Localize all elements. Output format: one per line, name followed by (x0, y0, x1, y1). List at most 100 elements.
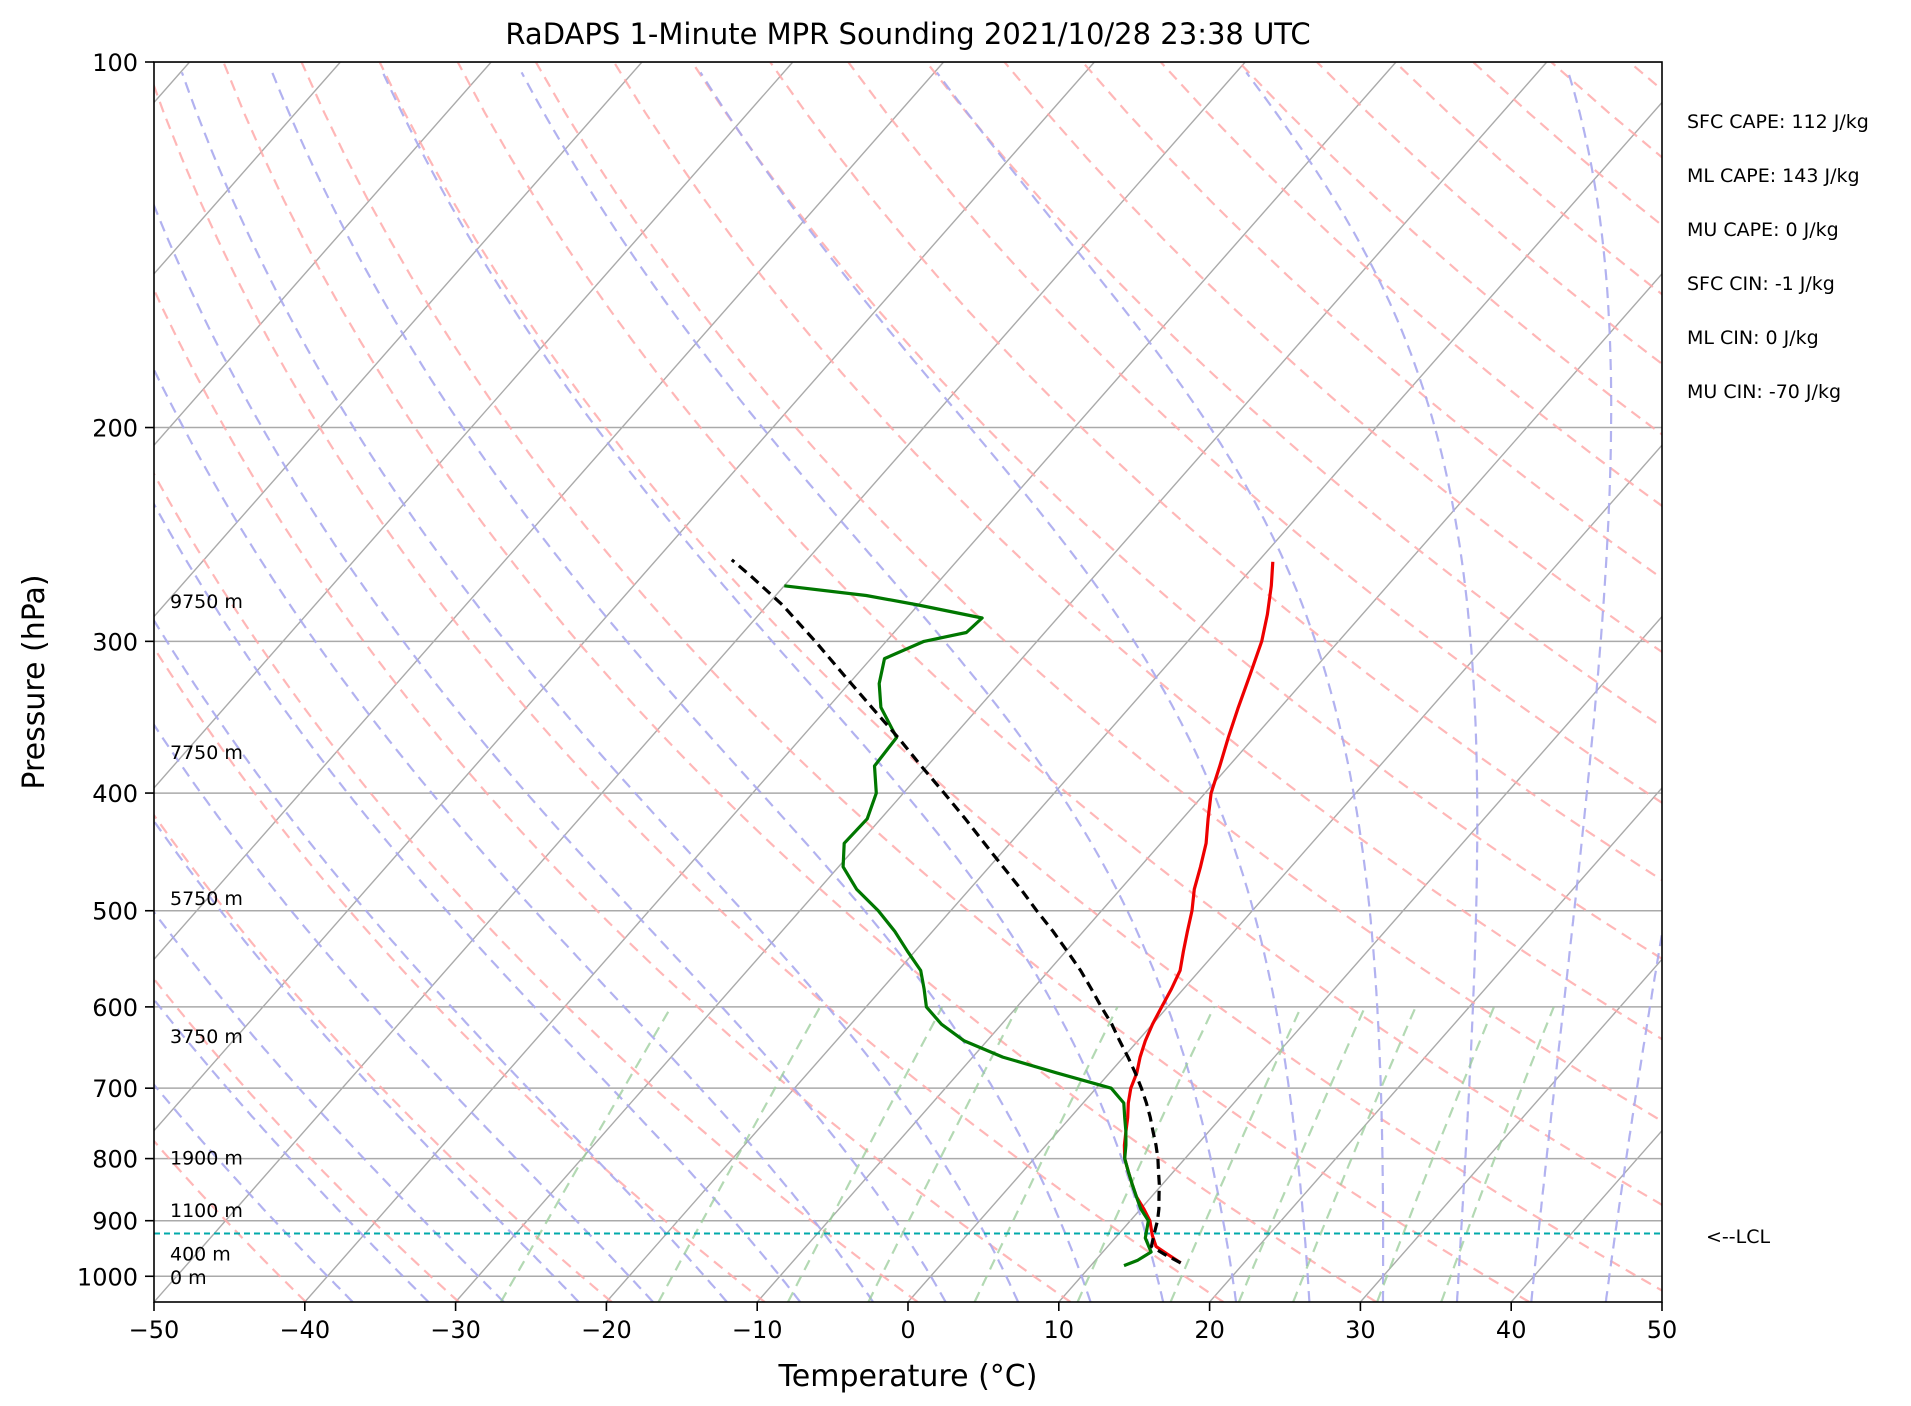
mixing-ratio-line (867, 1006, 1019, 1302)
x-tick-label: 50 (1647, 1316, 1678, 1344)
dry-adiabat-line (154, 471, 919, 1302)
isotherm-line (154, 62, 794, 789)
mixing-ratio-line (1376, 1006, 1496, 1302)
mixing-ratio-line (1237, 1006, 1367, 1302)
y-tick-label: 400 (92, 780, 138, 808)
x-axis-label: Temperature (°C) (778, 1359, 1038, 1394)
stat-line: ML CIN: 0 J/kg (1687, 327, 1819, 349)
height-label: 5750 m (170, 888, 243, 910)
y-tick-label: 500 (92, 898, 138, 926)
mixing-ratio-line (1169, 1006, 1303, 1302)
dry-adiabat-line (154, 82, 1225, 1302)
x-tick-label: 20 (1194, 1316, 1225, 1344)
x-tick-label: −30 (430, 1316, 481, 1344)
lcl-label: <--LCL (1706, 1226, 1770, 1248)
mixing-ratio-line (657, 1006, 822, 1302)
y-tick-label: 700 (92, 1075, 138, 1103)
moist-adiabat-line (1530, 72, 1613, 1302)
isotherm-line (154, 62, 492, 447)
moist-adiabat-line (154, 501, 802, 1302)
chart-title: RaDAPS 1-Minute MPR Sounding 2021/10/28 … (505, 17, 1310, 51)
stat-line: ML CAPE: 143 J/kg (1687, 165, 1860, 187)
height-label: 7750 m (170, 742, 243, 764)
isotherm-line (605, 101, 1662, 1302)
dry-adiabat-line (769, 62, 1662, 882)
isotherm-line (154, 62, 1246, 1302)
x-tick-label: −20 (581, 1316, 632, 1344)
y-tick-label: 600 (92, 994, 138, 1022)
isotherm-line (907, 444, 1662, 1302)
height-label: 3750 m (170, 1026, 243, 1048)
isotherm-line (455, 62, 1548, 1302)
mixing-ratio-line (1292, 1006, 1417, 1302)
isotherm-line (154, 62, 945, 961)
mixing-ratio-line (973, 1006, 1119, 1302)
height-label: 1900 m (170, 1147, 243, 1169)
mixing-ratio-line (787, 1006, 944, 1302)
isotherm-line (1058, 615, 1662, 1302)
moist-adiabat-line (699, 71, 1311, 1302)
moist-adiabat-line (154, 819, 580, 1302)
dry-adiabat-line (378, 62, 1662, 1292)
height-label: 9750 m (170, 591, 243, 613)
parcel-line (730, 558, 1182, 1265)
plot-area (154, 62, 1662, 1302)
x-tick-label: −50 (129, 1316, 180, 1344)
isotherm-line (756, 272, 1662, 1302)
height-labels: 9750 m 7750 m 5750 m 3750 m 1900 m 1100 m 400 … (170, 591, 243, 1289)
y-tick-label: 900 (92, 1208, 138, 1236)
moist-adiabat-line (154, 202, 947, 1302)
dry-adiabat-line (154, 813, 613, 1302)
moist-adiabat-line (520, 71, 1238, 1302)
y-tick-label: 800 (92, 1146, 138, 1174)
dry-adiabat-line (154, 645, 766, 1302)
sounding-series (730, 558, 1275, 1268)
x-tick-label: 30 (1345, 1316, 1376, 1344)
y-axis-label: Pressure (hPa) (17, 574, 52, 789)
stats-panel: SFC CAPE: 112 J/kg ML CAPE: 143 J/kg MU CA… (1687, 111, 1869, 403)
mixing-ratio-lines (499, 1006, 1555, 1302)
dry-adiabat-line (1081, 62, 1662, 580)
moist-adiabat-line (154, 722, 654, 1302)
moist-adiabat-line (154, 618, 728, 1302)
x-axis-ticks: −50 −40 −30 −20 −10 0 10 20 30 40 50 (129, 1302, 1678, 1344)
dry-adiabat-line (925, 62, 1662, 729)
x-tick-label: −40 (279, 1316, 330, 1344)
dry-adiabat-line (534, 62, 1662, 1123)
y-axis-ticks: 100 200 300 400 500 600 700 800 900 1000 (77, 49, 154, 1291)
height-label: 0 m (170, 1267, 207, 1289)
x-tick-label: 0 (900, 1316, 915, 1344)
dry-adiabat-line (300, 62, 1530, 1302)
stat-line: MU CIN: -70 J/kg (1687, 381, 1841, 403)
height-label: 1100 m (170, 1200, 243, 1222)
x-tick-label: 40 (1496, 1316, 1527, 1344)
isotherm-line (1209, 786, 1662, 1302)
moist-adiabat-line (935, 71, 1385, 1302)
dry-adiabat-line (456, 62, 1662, 1207)
dry-adiabat-line (222, 62, 1377, 1302)
isotherm-line (154, 62, 1095, 1132)
stat-line: SFC CIN: -1 J/kg (1687, 273, 1835, 295)
x-tick-label: 10 (1044, 1316, 1075, 1344)
dry-adiabat-line (154, 287, 1072, 1302)
moist-adiabat-lines (154, 71, 1662, 1302)
y-tick-label: 1000 (77, 1263, 138, 1291)
dry-adiabat-line (154, 977, 460, 1302)
dry-adiabat-lines (154, 62, 1662, 1302)
isobar-grid (154, 62, 1662, 1278)
isotherm-line (1359, 958, 1662, 1302)
height-label: 400 m (170, 1244, 231, 1266)
x-tick-label: −10 (732, 1316, 783, 1344)
dewpoint-line (784, 584, 1153, 1268)
moist-adiabat-line (271, 71, 1092, 1302)
stat-line: MU CAPE: 0 J/kg (1687, 219, 1839, 241)
isotherm-line (154, 62, 643, 618)
y-tick-label: 300 (92, 628, 138, 656)
isotherm-line (154, 62, 341, 275)
stat-line: SFC CAPE: 112 J/kg (1687, 111, 1869, 133)
y-tick-label: 200 (92, 415, 138, 443)
mixing-ratio-line (499, 1006, 673, 1302)
mixing-ratio-line (1440, 1006, 1555, 1302)
